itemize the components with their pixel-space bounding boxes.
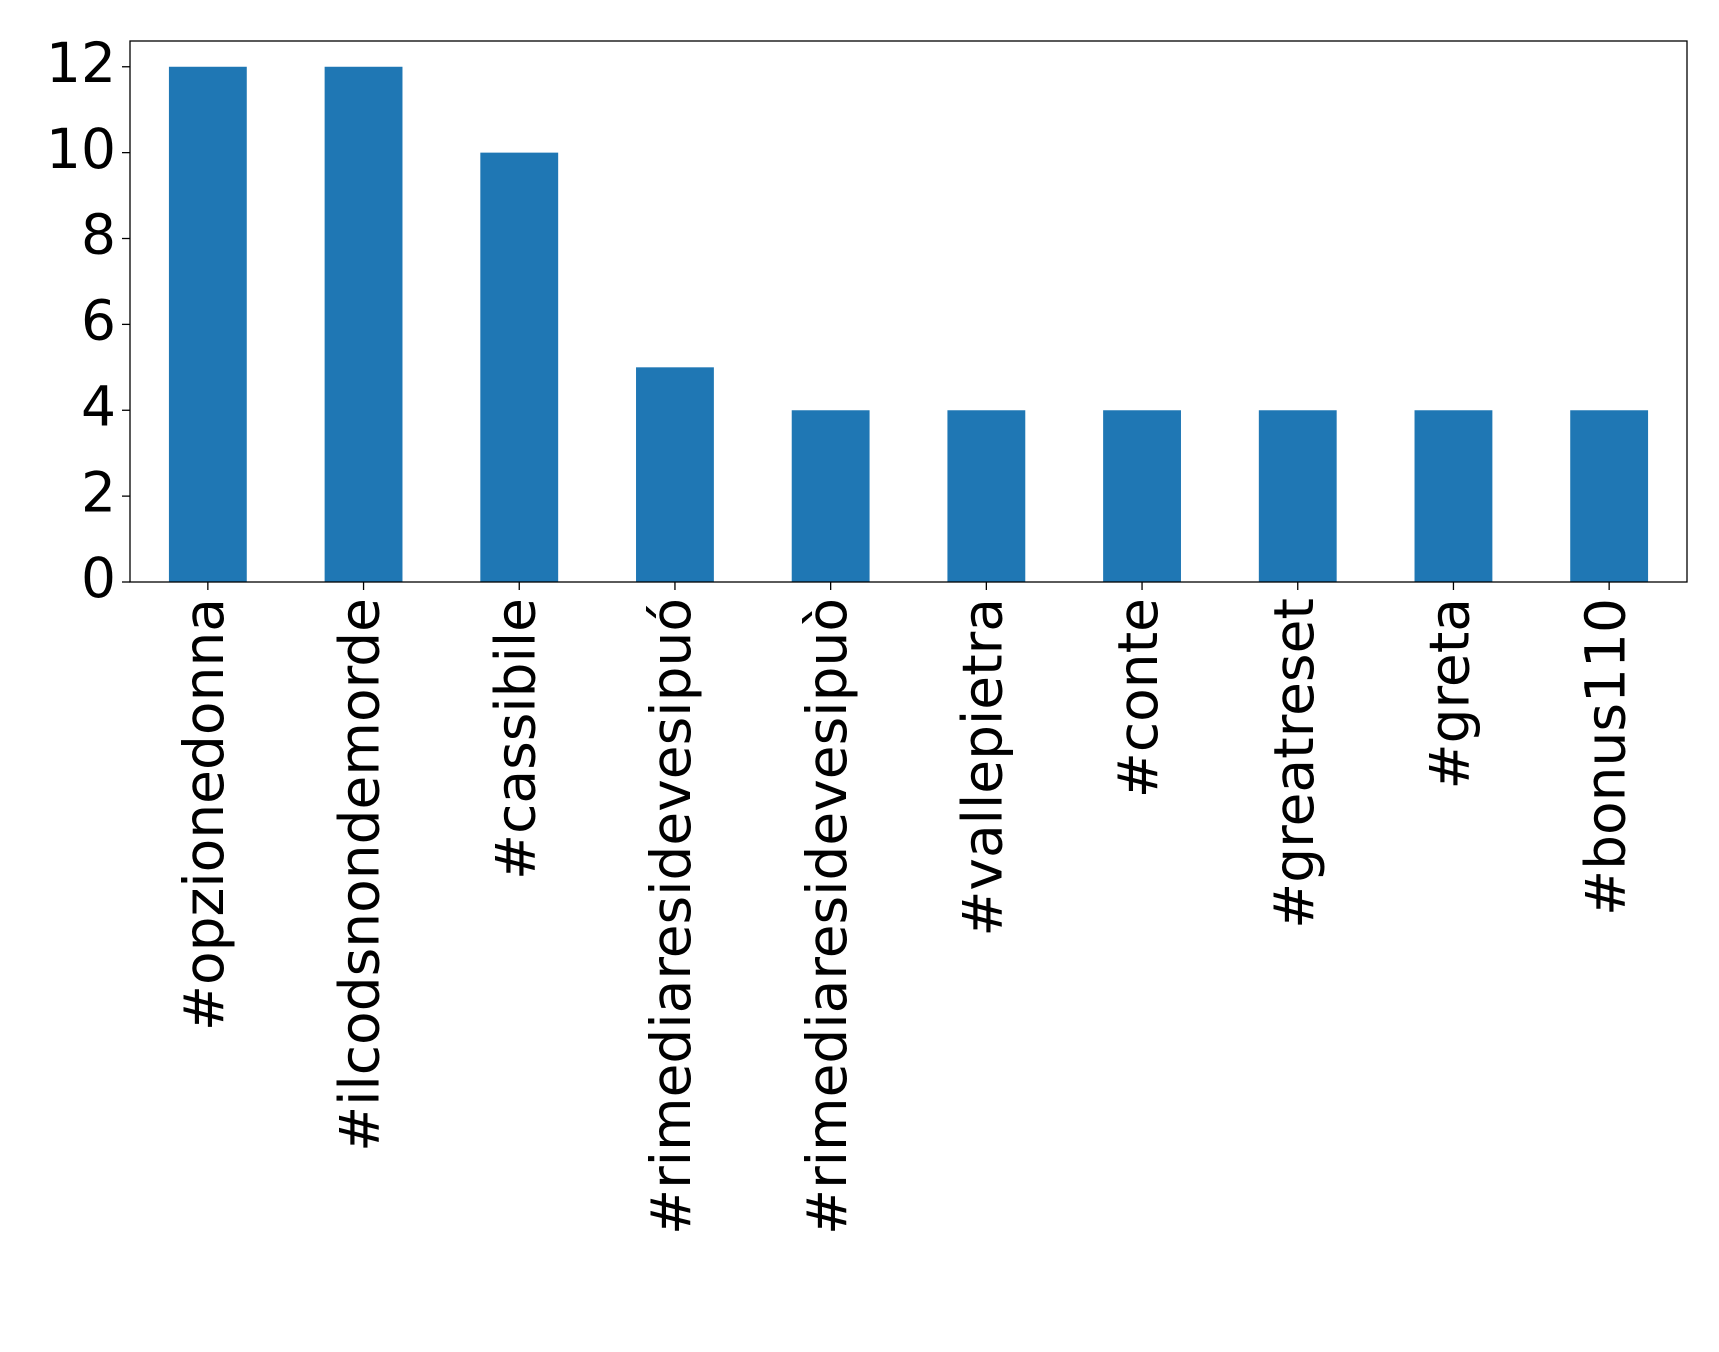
y-tick-label: 6 bbox=[81, 289, 116, 353]
x-tick-label: #conte bbox=[1106, 598, 1170, 798]
y-tick-label: 12 bbox=[46, 31, 116, 95]
x-tick-label: #greta bbox=[1418, 598, 1482, 790]
bar bbox=[1414, 410, 1493, 582]
bar bbox=[168, 66, 247, 582]
bar bbox=[1103, 410, 1181, 582]
y-tick-label: 10 bbox=[46, 117, 116, 181]
bar bbox=[791, 410, 870, 582]
plot-frame bbox=[129, 40, 1688, 583]
bar bbox=[947, 410, 1026, 582]
y-tick-label: 8 bbox=[81, 203, 116, 267]
y-tick-label: 0 bbox=[81, 546, 116, 610]
bar bbox=[324, 66, 403, 582]
x-tick-label: #bonus110 bbox=[1573, 598, 1637, 916]
x-tick-label: #ilcodsnondemorde bbox=[328, 598, 392, 1152]
x-tick-label: #rimediaresidevesipuó bbox=[639, 598, 703, 1235]
x-tick-label: #cassibile bbox=[483, 598, 547, 880]
x-tick-label: #opzionedonna bbox=[172, 598, 236, 1031]
x-tick-label: #greatreset bbox=[1262, 598, 1326, 929]
y-tick-label: 4 bbox=[81, 374, 116, 438]
bar bbox=[480, 152, 559, 582]
x-tick-label: #vallepietra bbox=[950, 598, 1014, 937]
bar bbox=[1258, 410, 1337, 582]
x-tick-label: #rimediaresidevesipuò bbox=[795, 598, 859, 1235]
bar bbox=[1570, 410, 1649, 582]
y-tick-label: 2 bbox=[81, 460, 116, 524]
bar bbox=[636, 367, 714, 582]
